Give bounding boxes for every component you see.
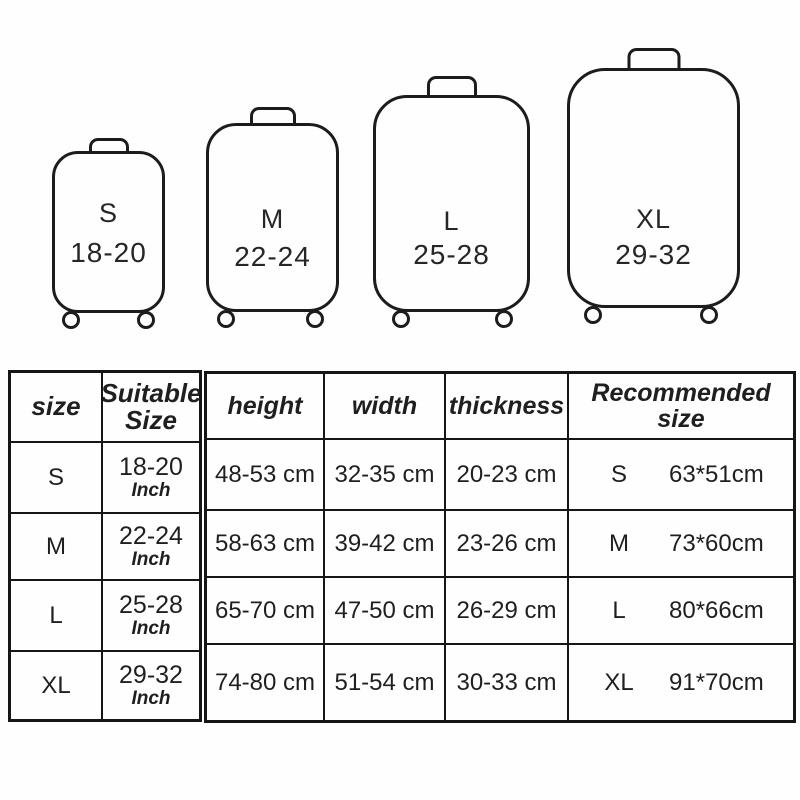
height-cell: 58-63 cm [207, 511, 325, 578]
suitcase-m: M 22-24 [206, 107, 339, 328]
height-cell: 65-70 cm [207, 578, 325, 645]
thickness-cell: 30-33 cm [446, 645, 569, 720]
suitable-range: 18-20 [119, 453, 183, 481]
recommended-size-value: 80*66cm [669, 596, 764, 624]
dimension-table: height width thickness Recommended size … [204, 371, 796, 723]
height-cell: 48-53 cm [207, 440, 325, 511]
suitcase-body [373, 95, 530, 312]
recommended-size-letter: S [610, 460, 627, 488]
suitcase-body [206, 123, 339, 312]
wheel-icon [584, 306, 602, 324]
size-table: size Suitable Size S 18-20 Inch M 22-24 … [8, 370, 202, 722]
size-cell: S [11, 443, 103, 514]
wheel-icon [62, 311, 80, 329]
suitable-unit: Inch [131, 549, 171, 570]
size-table-header-size: size [11, 373, 103, 443]
suitable-cell: 18-20 Inch [103, 443, 199, 514]
recommended-size-value: 73*60cm [669, 529, 764, 557]
suitcase-size-letter: S [98, 198, 118, 228]
wheel-icon [137, 311, 155, 329]
recommended-size-letter: L [612, 596, 626, 624]
recommended-size-letter: XL [604, 668, 634, 696]
suitable-unit: Inch [131, 618, 171, 639]
suitcase-handle-icon [88, 138, 129, 155]
suitcase-size-letter: XL [635, 204, 672, 234]
size-table-header-suitable: Suitable Size [103, 373, 199, 443]
suitable-unit: Inch [131, 688, 171, 709]
wheel-icon [495, 310, 513, 328]
dim-header-recommended: Recommended size [569, 374, 793, 440]
suitcase-size-range: 29-32 [615, 239, 692, 270]
suitable-cell: 29-32 Inch [103, 652, 199, 719]
suitcase-body [52, 151, 165, 313]
suitcase-body [567, 68, 740, 308]
recommended-size-letter: M [609, 529, 629, 557]
suitcase-xl: XL 29-32 [567, 48, 740, 324]
thickness-cell: 20-23 cm [446, 440, 569, 511]
recommended-cell: S 63*51cm [569, 440, 793, 511]
suitcase-handle-icon [249, 107, 296, 127]
suitable-range: 29-32 [119, 661, 183, 689]
suitable-range: 25-28 [119, 591, 183, 619]
width-cell: 51-54 cm [325, 645, 446, 720]
dim-header-width: width [325, 374, 446, 440]
size-cell: XL [11, 652, 103, 719]
width-cell: 32-35 cm [325, 440, 446, 511]
height-cell: 74-80 cm [207, 645, 325, 720]
thickness-cell: 26-29 cm [446, 578, 569, 645]
recommended-cell: L 80*66cm [569, 578, 793, 645]
suitcase-size-range: 25-28 [413, 239, 490, 270]
suitcase-size-letter: M [260, 204, 285, 234]
size-cell: M [11, 514, 103, 581]
width-cell: 39-42 cm [325, 511, 446, 578]
dim-header-thickness: thickness [446, 374, 569, 440]
wheel-icon [392, 310, 410, 328]
recommended-size-value: 91*70cm [669, 668, 764, 696]
width-cell: 47-50 cm [325, 578, 446, 645]
dim-header-height: height [207, 374, 325, 440]
suitcase-handle-icon [426, 76, 477, 99]
wheel-icon [306, 310, 324, 328]
wheel-icon [217, 310, 235, 328]
recommended-cell: XL 91*70cm [569, 645, 793, 720]
thickness-cell: 23-26 cm [446, 511, 569, 578]
suitable-range: 22-24 [119, 522, 183, 550]
recommended-size-value: 63*51cm [669, 460, 764, 488]
suitable-cell: 22-24 Inch [103, 514, 199, 581]
suitcase-size-range: 18-20 [70, 237, 147, 268]
suitcase-s: S 18-20 [52, 138, 165, 329]
suitcase-size-letter: L [443, 206, 460, 236]
suitcase-l: L 25-28 [373, 76, 530, 328]
recommended-cell: M 73*60cm [569, 511, 793, 578]
suitable-unit: Inch [131, 480, 171, 501]
suitcase-size-range: 22-24 [234, 241, 311, 272]
suitable-cell: 25-28 Inch [103, 581, 199, 652]
wheel-icon [700, 306, 718, 324]
size-cell: L [11, 581, 103, 652]
